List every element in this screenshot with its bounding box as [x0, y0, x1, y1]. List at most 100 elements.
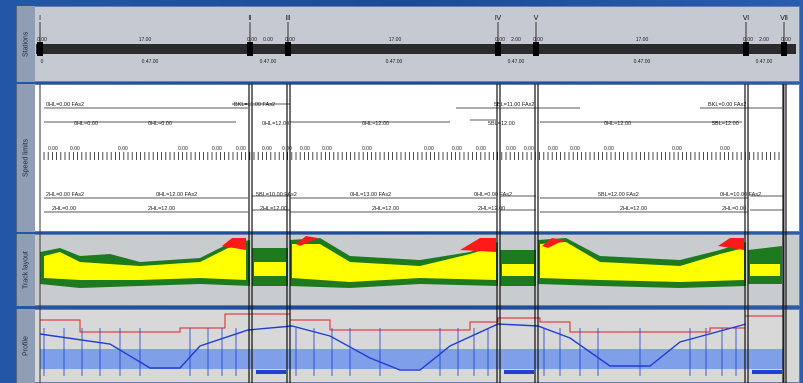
station-top-label: 17.00 [139, 37, 152, 43]
profile-blue-line [39, 323, 747, 371]
ruler-label: 0.00 [506, 146, 516, 152]
layout-yellow-band-3 [292, 244, 496, 282]
speed-upper-label-2: 0HL=12.00 [362, 121, 389, 127]
ruler-label: 0.00 [424, 146, 434, 152]
profile-red-line [40, 313, 784, 333]
speed-lower-label: 2HL=0.00 FAs2 [46, 192, 84, 198]
ruler-label: 0.00 [178, 146, 188, 152]
station-block [285, 42, 291, 56]
station-top-label: 0.00 [781, 37, 791, 43]
station-block [495, 42, 501, 56]
speed-upper-label-2: 5BL=12.00 [488, 121, 515, 127]
ruler-label: 0.00 [118, 146, 128, 152]
profile-blue-mark-2 [504, 370, 534, 374]
station-top-label: 2.00 [759, 37, 769, 43]
speed-limit-track [16, 84, 800, 232]
layout-red-patch-5 [542, 238, 564, 248]
station-marker: Ⅶ [780, 15, 788, 22]
ruler-label: 0.00 [322, 146, 332, 152]
speed-upper-label-2: 0HL=12.00 [262, 121, 289, 127]
station-top-label: 0.00 [263, 37, 273, 43]
ruler-label: 0.00 [236, 146, 246, 152]
layout-red-patch-2 [460, 238, 496, 252]
speed-lower-label-2: 2HL=12.00 [620, 206, 647, 212]
speed-upper-label-2: 0HL=0.00 [74, 121, 98, 127]
ruler-label: 0.00 [452, 146, 462, 152]
station-top-label: 0.00 [533, 37, 543, 43]
layout-yellow-band-5 [540, 242, 744, 282]
speed-lower-label-2: 2HL=0.00 [52, 206, 76, 212]
station-top-label: 2.00 [511, 37, 521, 43]
station-marker: Ⅵ [743, 15, 749, 22]
station-top-label: 0.00 [743, 37, 753, 43]
ruler-label: 0.00 [570, 146, 580, 152]
ruler-label: 0.00 [262, 146, 272, 152]
station-block [781, 42, 787, 56]
station-bottom-label: 0 [41, 59, 44, 65]
ruler-label: 0.00 [672, 146, 682, 152]
station-bottom-label: 0.47.00 [386, 59, 403, 65]
speed-upper-label-2: 5BL=12.00 [712, 121, 739, 127]
speed-lower-label-2: 2HL=12.00 [478, 206, 505, 212]
station-bottom-label: 0.47.00 [756, 59, 773, 65]
layout-red-patch-4 [718, 238, 744, 250]
station-marker: Ⅴ [534, 15, 539, 22]
speed-lower-label-2: 2HL=0.00 [722, 206, 746, 212]
speed-lower-label-2: 2HL=12.00 [148, 206, 175, 212]
speed-lower-label: 0HL=13.00 FAs2 [350, 192, 391, 198]
station-top-label: 0.00 [37, 37, 47, 43]
speed-lower-label: 5BL=10.00 FAs2 [256, 192, 297, 198]
station-block [533, 42, 539, 56]
ruler-label: 0.00 [476, 146, 486, 152]
layout-red-patch-3 [296, 236, 318, 246]
speed-lower-label: 0HL=12.00 FAs2 [156, 192, 197, 198]
profile-layer [39, 313, 784, 376]
station-bottom-label: 0.47.00 [142, 59, 159, 65]
station-block [743, 42, 749, 56]
profile-blue-mark-1 [256, 370, 286, 374]
station-top-label: 17.00 [389, 37, 402, 43]
speed-upper-label: BKL=11.00 FAs2 [234, 102, 275, 108]
ruler-label: 0.00 [362, 146, 372, 152]
ruler-label: 0.00 [300, 146, 310, 152]
stations-layer [36, 22, 796, 56]
station-bottom-label: 0.47.00 [634, 59, 651, 65]
ruler-label: 0.00 [548, 146, 558, 152]
station-block [247, 42, 253, 56]
layout-yellow-band-6 [750, 264, 780, 276]
ruler-label: 0.00 [720, 146, 730, 152]
speed-upper-label: 0HL=0.00 FAs2 [46, 102, 84, 108]
station-marker: Ⅰ [39, 15, 41, 22]
profile-blue-band [40, 349, 784, 369]
speed-lower-label-2: 2HL=12.00 [372, 206, 399, 212]
ruler-label: 0.00 [524, 146, 534, 152]
station-top-label: 0.00 [285, 37, 295, 43]
layout-yellow-band [44, 246, 246, 280]
station-top-label: 17.00 [636, 37, 649, 43]
station-top-label: 0.00 [495, 37, 505, 43]
ruler-label: 0.00 [48, 146, 58, 152]
speed-lower-label: 0HL=10.00 FAs2 [720, 192, 761, 198]
speed-lower-label: 0HL=0.00 FAs2 [474, 192, 512, 198]
speed-layer [43, 103, 784, 213]
layout-red-patch-1 [222, 238, 246, 250]
layout-layer [40, 236, 782, 288]
ruler-label: 0.00 [282, 146, 292, 152]
station-marker: Ⅱ [248, 15, 251, 22]
speed-upper-label: 5BL=11.00 FAs2 [494, 102, 534, 108]
layout-yellow-band-4 [502, 264, 534, 276]
station-bottom-label: 0.47.00 [260, 59, 277, 65]
speed-upper-label-2: 0HL=12.00 [604, 121, 631, 127]
station-marker: Ⅲ [286, 15, 291, 22]
speed-upper-label: BKL=0.00 FAs2 [708, 102, 746, 108]
station-top-label: 0.00 [247, 37, 257, 43]
layout-yellow-band-2 [254, 262, 286, 276]
speed-lower-label: 5BL=12.00 FAs2 [598, 192, 639, 198]
ruler-label: 0.00 [604, 146, 614, 152]
profile-blue-mark-3 [752, 370, 782, 374]
ruler-label: 0.00 [70, 146, 80, 152]
ruler-label: 0.00 [212, 146, 222, 152]
stations-bar [36, 44, 796, 54]
